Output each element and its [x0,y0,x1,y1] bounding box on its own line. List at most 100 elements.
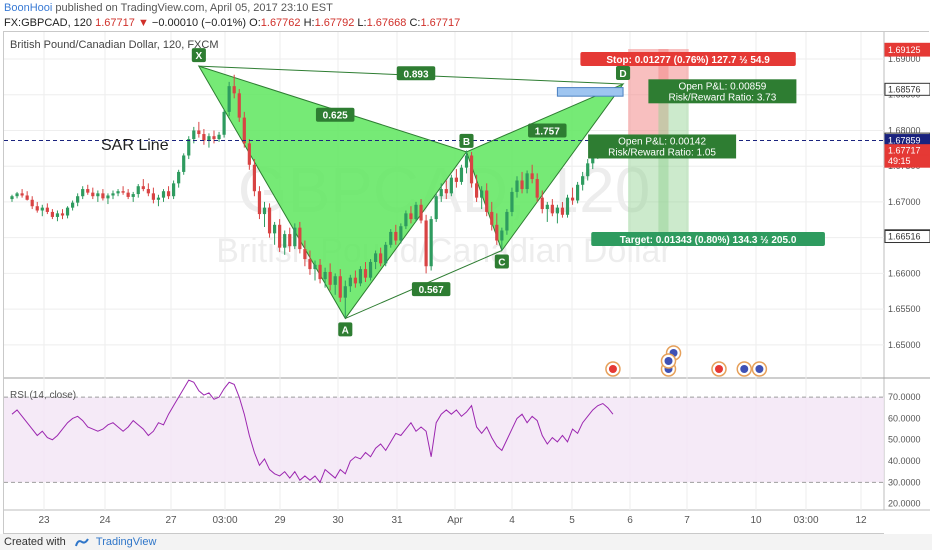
rsi-title: RSI (14, close) [10,390,76,401]
position-1-rr: Risk/Reward Ratio: 1.05 [608,147,716,158]
candle-body [429,219,433,267]
candle-body [424,220,428,267]
author-link[interactable]: BoonHooi [4,2,53,14]
position-2-rr: Risk/Reward Ratio: 3.73 [668,92,776,103]
candle-body [156,197,161,200]
price-badge: 1.69125 [888,45,921,55]
candle-body [45,207,49,212]
candle-body [353,277,357,284]
candle-body [116,191,120,194]
point-label-d: D [619,69,626,80]
candle-body [389,231,393,245]
price-axis-background [884,32,930,535]
gb-flag-icon-inner [740,365,749,373]
x-tick-label: 03:00 [793,515,818,526]
high-value: 1.67792 [314,17,355,29]
x-tick-label: 03:00 [212,515,237,526]
candle-body [146,189,150,194]
candle-body [106,195,110,199]
candle-body [570,197,575,201]
y-tick-label: 1.67000 [888,197,921,207]
candle-body [545,204,549,210]
publish-info: BoonHooi published on TradingView.com, A… [0,0,932,16]
prz-box [556,87,624,97]
candle-body [207,136,211,141]
candle-body [35,206,39,211]
y-tick-label: 1.65500 [888,304,921,314]
candle-body [510,191,514,212]
rsi-line [11,379,614,484]
candle-body [161,191,166,198]
sar-label: SAR Line [101,137,169,154]
candle-body [515,180,519,192]
rsi-tick-label: 20.0000 [888,499,921,509]
rsi-tick-label: 60.0000 [888,413,921,423]
point-label-c-bg [494,254,509,269]
candle-body [121,191,125,193]
candle-body [560,207,565,215]
candle-body [141,186,145,190]
candle-body [273,224,277,234]
point-label-a: A [342,325,349,336]
ca-flag-icon-inner [608,365,617,373]
tradingview-link[interactable]: TradingView [95,536,157,548]
position-1-bg [588,134,737,159]
candle-body [323,271,327,280]
candle-body [439,189,443,197]
candle-body [308,259,312,270]
chart-frame[interactable]: GBPCAD, 120 British Pound/Canadian Dollar… [3,31,931,535]
ratio-label: 0.567 [419,285,444,296]
candle-body [283,234,287,248]
point-label-x-bg [191,48,206,63]
position-1-pnl: Open P&L: 0.00142 [618,136,706,147]
candle-body [76,196,80,203]
candle-body [288,234,292,247]
candle-body [540,197,544,210]
candle-body [55,213,60,217]
point-label-d-bg [616,66,631,81]
low-value: 1.67668 [366,17,407,29]
open-label: O: [249,17,261,29]
point-label-a-bg [338,322,353,337]
x-tick-label: 6 [627,515,633,526]
x-tick-label: 29 [274,515,286,526]
candle-body [313,264,317,270]
price-badge: 1.68576 [888,84,921,94]
stop-label: Stop: 0.01277 (0.76%) 127.7 ½ 54.9 [606,55,770,66]
candle-body [60,213,65,216]
x-tick-label: 24 [99,515,111,526]
candle-body [520,180,524,190]
candle-body [182,155,186,172]
price-badge: 49:15 [888,156,911,166]
y-tick-label: 1.65000 [888,340,921,350]
point-label-b: B [463,137,470,148]
ratio-label-bg [411,282,451,297]
x-tick-label: 10 [750,515,762,526]
candle-body [586,163,590,177]
candle-body [166,191,171,197]
low-label: L: [357,17,367,29]
candle-body [414,204,418,220]
last-price: 1.67717 [95,17,135,29]
y-tick-label: 1.69000 [888,54,921,64]
x-tick-label: 12 [855,515,867,526]
candle-body [177,171,181,184]
candle-body [384,244,388,264]
candle-body [576,184,580,201]
candle-body [252,164,256,192]
candle-body [500,230,504,241]
candle-body [444,189,448,194]
candle-body [197,130,201,135]
candle-body [530,173,534,180]
target-zone [658,93,689,237]
ratio-label-bg [528,123,567,138]
published-text: published on TradingView.com, April 05, … [55,2,333,14]
candle-body [535,179,539,198]
ratio-label: 0.893 [403,69,428,80]
x-tick-label: 31 [391,515,403,526]
candle-body [232,86,236,94]
candle-body [172,183,176,197]
ratio-label-bg [396,66,436,81]
candle-body [363,269,368,278]
